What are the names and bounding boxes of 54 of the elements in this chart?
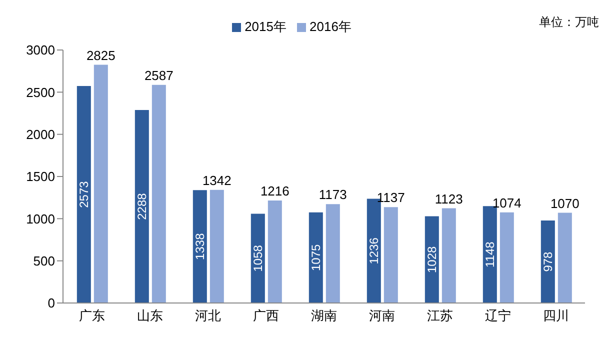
y-tick-label: 0 [48, 296, 55, 311]
bar [134, 110, 149, 303]
data-label: 1148 [482, 241, 497, 268]
x-tick-label: 辽宁 [485, 308, 511, 324]
y-tick-label: 500 [33, 253, 55, 268]
x-tick-label: 广东 [79, 308, 105, 324]
bar [268, 200, 282, 303]
x-tick-label: 四川 [543, 308, 569, 324]
data-label: 1216 [260, 183, 290, 198]
bar [210, 190, 224, 303]
data-label: 2587 [144, 68, 174, 83]
x-tick-label: 江苏 [427, 308, 453, 324]
data-label: 2573 [76, 180, 91, 208]
x-tick-label: 广西 [253, 308, 279, 324]
legend-label: 2015年 [244, 19, 286, 34]
data-label: 1058 [250, 244, 265, 272]
bar [558, 212, 572, 303]
data-label: 1074 [492, 195, 522, 210]
bar [326, 204, 340, 303]
bar [384, 207, 398, 303]
data-label: 1236 [366, 237, 381, 264]
bar [308, 212, 323, 303]
bar [152, 84, 166, 303]
y-tick-label: 1000 [26, 211, 55, 226]
data-label: 978 [540, 251, 555, 272]
x-tick-label: 河北 [195, 308, 221, 324]
y-tick-label: 2500 [26, 84, 55, 100]
data-label: 1075 [308, 244, 323, 272]
bar [250, 214, 265, 303]
data-label: 1070 [550, 196, 580, 211]
data-label: 1173 [318, 187, 347, 202]
data-label: 2825 [86, 48, 116, 63]
bar [482, 206, 497, 303]
text: 单位：万吨 [539, 14, 599, 31]
legend-label: 2016年 [310, 19, 352, 34]
bar [500, 212, 514, 303]
y-tick-label: 3000 [26, 42, 55, 58]
x-tick-label: 山东 [137, 308, 163, 324]
x-tick-label: 河南 [369, 308, 395, 324]
bar [442, 208, 456, 303]
bar [192, 190, 207, 303]
data-label: 1342 [202, 172, 232, 188]
bar [94, 64, 108, 303]
data-label: 1028 [424, 246, 439, 274]
x-tick-label: 湖南 [311, 308, 337, 324]
bar [76, 86, 91, 303]
data-label: 1338 [192, 232, 207, 260]
data-label: 1123 [434, 191, 463, 206]
y-tick-label: 2000 [26, 126, 55, 142]
y-tick-label: 1500 [26, 169, 55, 184]
bar [540, 220, 555, 303]
data-label: 1137 [376, 190, 405, 206]
data-label: 2288 [134, 192, 149, 220]
bar [424, 216, 439, 303]
